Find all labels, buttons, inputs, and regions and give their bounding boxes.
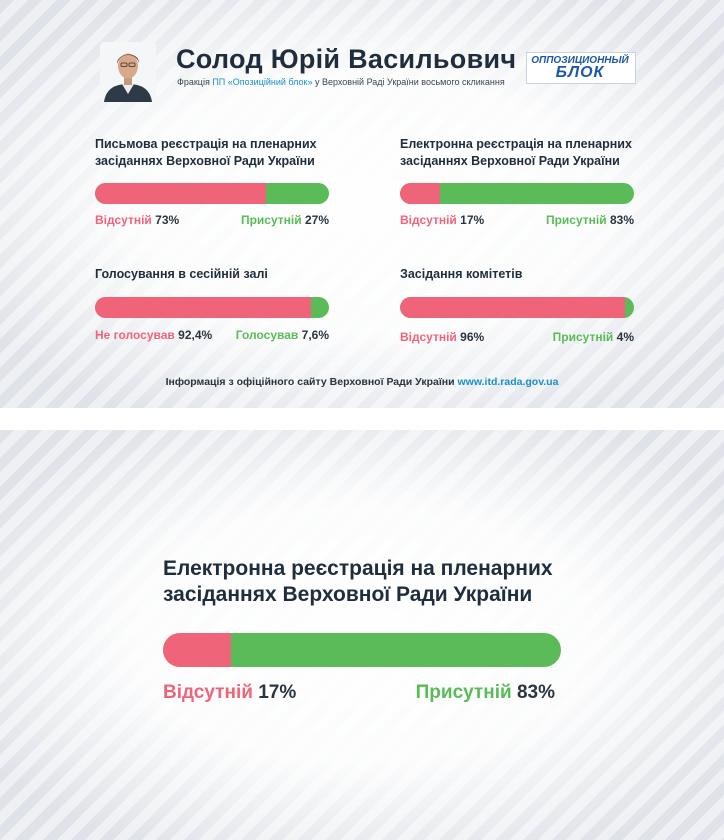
present-value: 4% xyxy=(616,330,634,344)
logo-line-2: БЛОК xyxy=(555,64,605,81)
stat-session-voting: Голосування в сесійній залі Не голосував… xyxy=(95,266,331,342)
attendance-bar xyxy=(95,183,329,204)
attendance-bar xyxy=(163,633,561,667)
present-label: Присутній xyxy=(545,213,607,227)
source-text: Інформація з офіційного сайту Верховної … xyxy=(165,376,458,388)
infographic-card: Солод Юрій Васильович Фракція ПП «Опозиц… xyxy=(0,0,724,408)
absent-label: Відсутній xyxy=(95,213,152,227)
stat-title: Голосування в сесійній залі xyxy=(95,267,268,281)
present-legend: Присутній 27% xyxy=(241,213,329,227)
absent-legend: Відсутній 96% xyxy=(400,330,484,344)
absent-value: 73% xyxy=(155,213,180,227)
detail-title: Електронна реєстрація на пленарних засід… xyxy=(163,556,563,608)
present-legend: Голосував 7,6% xyxy=(236,328,329,342)
absent-fill xyxy=(400,183,440,204)
absent-legend: Не голосував 92,4% xyxy=(95,328,212,342)
absent-value: 96% xyxy=(460,330,485,344)
present-legend: Присутній 83% xyxy=(546,213,634,227)
avatar xyxy=(100,42,156,102)
deputy-name: Солод Юрій Васильович xyxy=(176,44,517,74)
present-value: 27% xyxy=(304,213,329,227)
logo-line-1: ОППОЗИЦИОННЫЙ xyxy=(531,55,629,66)
absent-value: 17% xyxy=(460,213,485,227)
absent-fill xyxy=(95,183,266,204)
detail-card: Електронна реєстрація на пленарних засід… xyxy=(0,430,724,840)
source-note: Інформація з офіційного сайту Верховної … xyxy=(0,376,724,388)
stat-title: Засідання комітетів xyxy=(400,267,523,281)
present-legend: Присутній 83% xyxy=(416,682,555,704)
stat-committee-meetings: Засідання комітетів Відсутній 96% Присут… xyxy=(400,266,636,344)
stat-electronic-registration: Електронна реєстрація на пленарних засід… xyxy=(400,136,636,227)
subtitle-prefix: Фракція xyxy=(177,77,213,87)
portrait-icon xyxy=(100,42,156,102)
absent-legend: Відсутній 17% xyxy=(163,682,296,704)
present-label: Присутній xyxy=(240,213,302,227)
absent-label: Відсутній xyxy=(163,682,253,703)
present-label: Присутній xyxy=(415,682,512,703)
absent-label: Відсутній xyxy=(400,213,457,227)
absent-value: 17% xyxy=(258,682,297,703)
absent-fill xyxy=(400,297,625,318)
absent-label: Відсутній xyxy=(400,330,457,344)
absent-label: Не голосував xyxy=(95,328,175,342)
absent-value: 92,4% xyxy=(178,328,213,342)
source-link[interactable]: www.itd.rada.gov.ua xyxy=(457,376,559,388)
absent-fill xyxy=(95,297,312,318)
stat-title: Письмова реєстрація на пленарних засідан… xyxy=(95,137,317,168)
present-legend: Присутній 4% xyxy=(553,330,634,344)
present-label: Присутній xyxy=(552,330,614,344)
present-label: Голосував xyxy=(235,328,299,342)
present-value: 83% xyxy=(516,682,555,703)
attendance-bar xyxy=(95,297,329,318)
subtitle-suffix: у Верховній Раді України восьмого склика… xyxy=(312,77,505,87)
absent-legend: Відсутній 73% xyxy=(95,213,179,227)
stat-title: Електронна реєстрація на пленарних засід… xyxy=(400,137,632,168)
party-link[interactable]: ПП «Опозиційний блок» xyxy=(212,77,313,87)
attendance-bar xyxy=(400,297,634,318)
party-logo: ОППОЗИЦИОННЫЙ БЛОК xyxy=(526,52,636,84)
detail-title-line-2: засіданнях Верховної Ради України xyxy=(163,583,533,606)
absent-fill xyxy=(163,633,231,667)
present-value: 83% xyxy=(609,213,634,227)
stat-written-registration: Письмова реєстрація на пленарних засідан… xyxy=(95,136,331,227)
attendance-bar xyxy=(400,183,634,204)
absent-legend: Відсутній 17% xyxy=(400,213,484,227)
stat-electronic-registration-detail: Електронна реєстрація на пленарних засід… xyxy=(163,556,563,703)
detail-title-line-1: Електронна реєстрація на пленарних xyxy=(163,557,553,580)
present-value: 7,6% xyxy=(301,328,329,342)
faction-subtitle: Фракція ПП «Опозиційний блок» у Верховні… xyxy=(177,77,505,87)
